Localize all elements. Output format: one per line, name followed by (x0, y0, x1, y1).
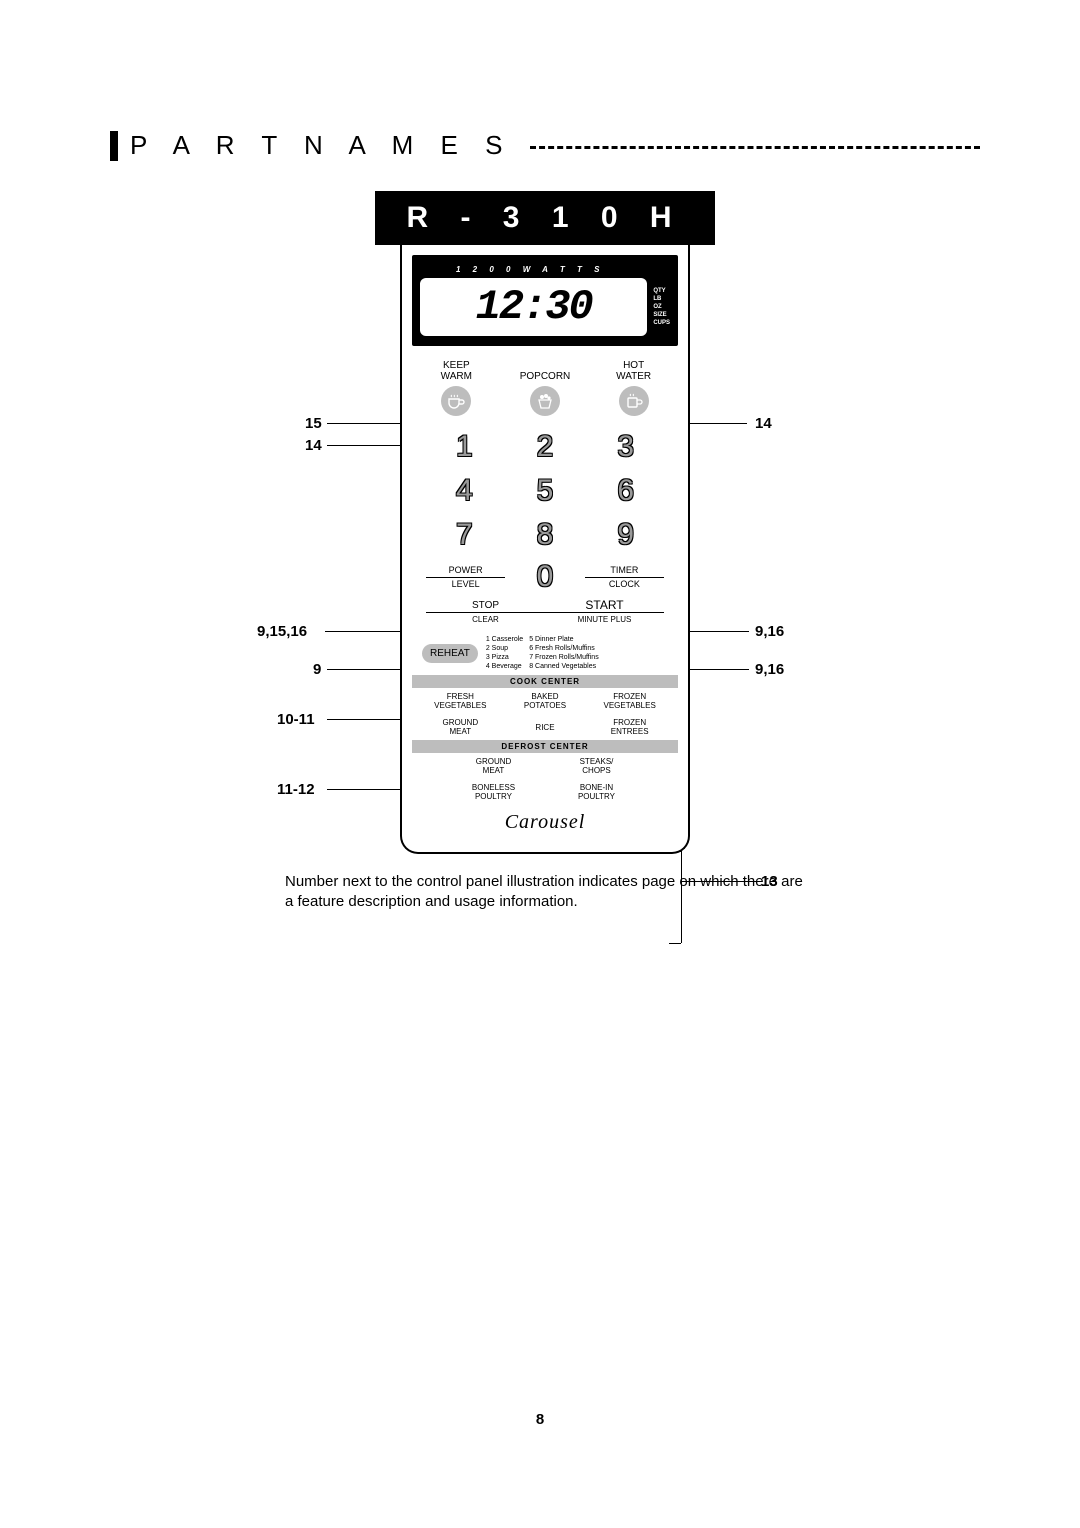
callout-14: 14 (305, 437, 322, 454)
cook-item[interactable]: FROZENENTREES (587, 718, 672, 736)
defrost-item[interactable]: GROUNDMEAT (442, 757, 545, 775)
popcorn-button[interactable]: POPCORN (505, 360, 585, 416)
function-row: POWER LEVEL 0 TIMER CLOCK (426, 560, 664, 594)
keep-warm-button[interactable]: KEEP WARM (416, 360, 496, 416)
callout-91516: 9,15,16 (257, 623, 307, 640)
label-bottom: LEVEL (426, 579, 505, 590)
header-title: P A R T N A M E S (130, 130, 512, 161)
label-top: POWER (426, 565, 505, 578)
reheat-item: 7 Frozen Rolls/Muffins (529, 653, 599, 662)
cook-item[interactable]: FRESHVEGETABLES (418, 692, 503, 710)
panel-wrap: 15 14 9,15,16 9 10-11 11-12 14 9,16 9,16… (195, 245, 895, 854)
key-2[interactable]: 2 (537, 430, 554, 464)
label-bottom: CLOCK (585, 579, 664, 590)
cup-icon (441, 386, 471, 416)
defrost-item[interactable]: BONE-INPOULTRY (545, 783, 648, 801)
display-row: 12:30 QTY LB OZ SIZE CUPS (420, 278, 670, 336)
label-line: WARM (416, 371, 496, 382)
reheat-button[interactable]: REHEAT (422, 644, 478, 663)
callout-1011: 10-11 (277, 711, 315, 728)
control-panel: 1 2 0 0 W A T T S 12:30 QTY LB OZ SIZE C… (400, 245, 690, 854)
callout-r13: 13 (761, 873, 778, 890)
popcorn-icon (530, 386, 560, 416)
key-1[interactable]: 1 (456, 430, 473, 464)
cook-item[interactable]: BAKEDPOTATOES (503, 692, 588, 710)
callout-bracket (681, 851, 682, 943)
reheat-row: REHEAT 1 Casserole 5 Dinner Plate 2 Soup… (422, 635, 668, 671)
key-5[interactable]: 5 (537, 474, 554, 508)
cook-item[interactable]: RICE (503, 718, 588, 736)
indicator: QTY (653, 288, 670, 294)
callout-r916b: 9,16 (755, 661, 784, 678)
callout-1112: 11-12 (277, 781, 315, 798)
cook-center-grid: FRESHVEGETABLES BAKEDPOTATOES FROZENVEGE… (418, 692, 672, 736)
reheat-item: 2 Soup (486, 644, 523, 653)
key-7[interactable]: 7 (456, 518, 473, 552)
key-3[interactable]: 3 (617, 430, 634, 464)
callout-line (749, 881, 757, 882)
defrost-center-grid: GROUNDMEAT STEAKS/CHOPS BONELESSPOULTRY … (442, 757, 648, 801)
indicator: SIZE (653, 312, 670, 318)
display-area: 1 2 0 0 W A T T S 12:30 QTY LB OZ SIZE C… (412, 255, 678, 346)
header-accent-bar (110, 131, 118, 161)
reheat-item: 5 Dinner Plate (529, 635, 599, 644)
callout-r916a: 9,16 (755, 623, 784, 640)
preset-row: KEEP WARM POPCORN HOT WATER (412, 360, 678, 416)
power-level-button[interactable]: POWER LEVEL (426, 565, 505, 590)
label-line: HOT (594, 360, 674, 371)
key-9[interactable]: 9 (617, 518, 634, 552)
callout-r14: 14 (755, 415, 772, 432)
defrost-item[interactable]: STEAKS/CHOPS (545, 757, 648, 775)
cook-item[interactable]: GROUNDMEAT (418, 718, 503, 736)
section-header: P A R T N A M E S (110, 130, 980, 161)
indicator: LB (653, 296, 670, 302)
hot-water-button[interactable]: HOT WATER (594, 360, 674, 416)
stop-clear-button[interactable]: STOP CLEAR (426, 600, 545, 625)
lcd-display: 12:30 (420, 278, 647, 336)
reheat-item: 6 Fresh Rolls/Muffins (529, 644, 599, 653)
callout-line (327, 789, 401, 790)
defrost-item[interactable]: BONELESSPOULTRY (442, 783, 545, 801)
caption-text: Number next to the control panel illustr… (285, 872, 805, 912)
page-number: 8 (536, 1411, 544, 1428)
label-top: TIMER (585, 565, 664, 578)
callout-15: 15 (305, 415, 322, 432)
model-banner: R - 3 1 0 H (375, 191, 715, 245)
timer-clock-button[interactable]: TIMER CLOCK (585, 565, 664, 590)
indicator-column: QTY LB OZ SIZE CUPS (653, 288, 670, 326)
key-0[interactable]: 0 (505, 560, 584, 594)
key-6[interactable]: 6 (617, 474, 634, 508)
callout-9: 9 (313, 661, 321, 678)
label-bottom: MINUTE PLUS (545, 614, 664, 625)
label-line: WATER (594, 371, 674, 382)
reheat-item: 3 Pizza (486, 653, 523, 662)
lcd-time: 12:30 (476, 283, 592, 331)
label-bottom: CLEAR (426, 614, 545, 625)
label-top: START (545, 600, 664, 613)
label-line: POPCORN (505, 371, 585, 382)
numeric-keypad: 1 2 3 4 5 6 7 8 9 (436, 430, 654, 552)
reheat-item: 4 Beverage (486, 662, 523, 671)
cook-center-header: COOK CENTER (412, 675, 678, 688)
stop-start-row: STOP CLEAR START MINUTE PLUS (426, 600, 664, 625)
cook-item[interactable]: FROZENVEGETABLES (587, 692, 672, 710)
header-dashes (530, 146, 980, 149)
label-top: STOP (426, 600, 545, 613)
brand-label: Carousel (412, 811, 678, 834)
callout-line (681, 881, 749, 882)
defrost-center-header: DEFROST CENTER (412, 740, 678, 753)
start-button[interactable]: START MINUTE PLUS (545, 600, 664, 625)
label-line: KEEP (416, 360, 496, 371)
mug-icon (619, 386, 649, 416)
reheat-item: 1 Casserole (486, 635, 523, 644)
reheat-list: 1 Casserole 5 Dinner Plate 2 Soup 6 Fres… (486, 635, 599, 671)
callout-bracket (669, 943, 681, 944)
key-4[interactable]: 4 (456, 474, 473, 508)
indicator: OZ (653, 304, 670, 310)
reheat-item: 8 Canned Vegetables (529, 662, 599, 671)
indicator: CUPS (653, 320, 670, 326)
watts-label: 1 2 0 0 W A T T S (420, 263, 670, 278)
key-8[interactable]: 8 (537, 518, 554, 552)
